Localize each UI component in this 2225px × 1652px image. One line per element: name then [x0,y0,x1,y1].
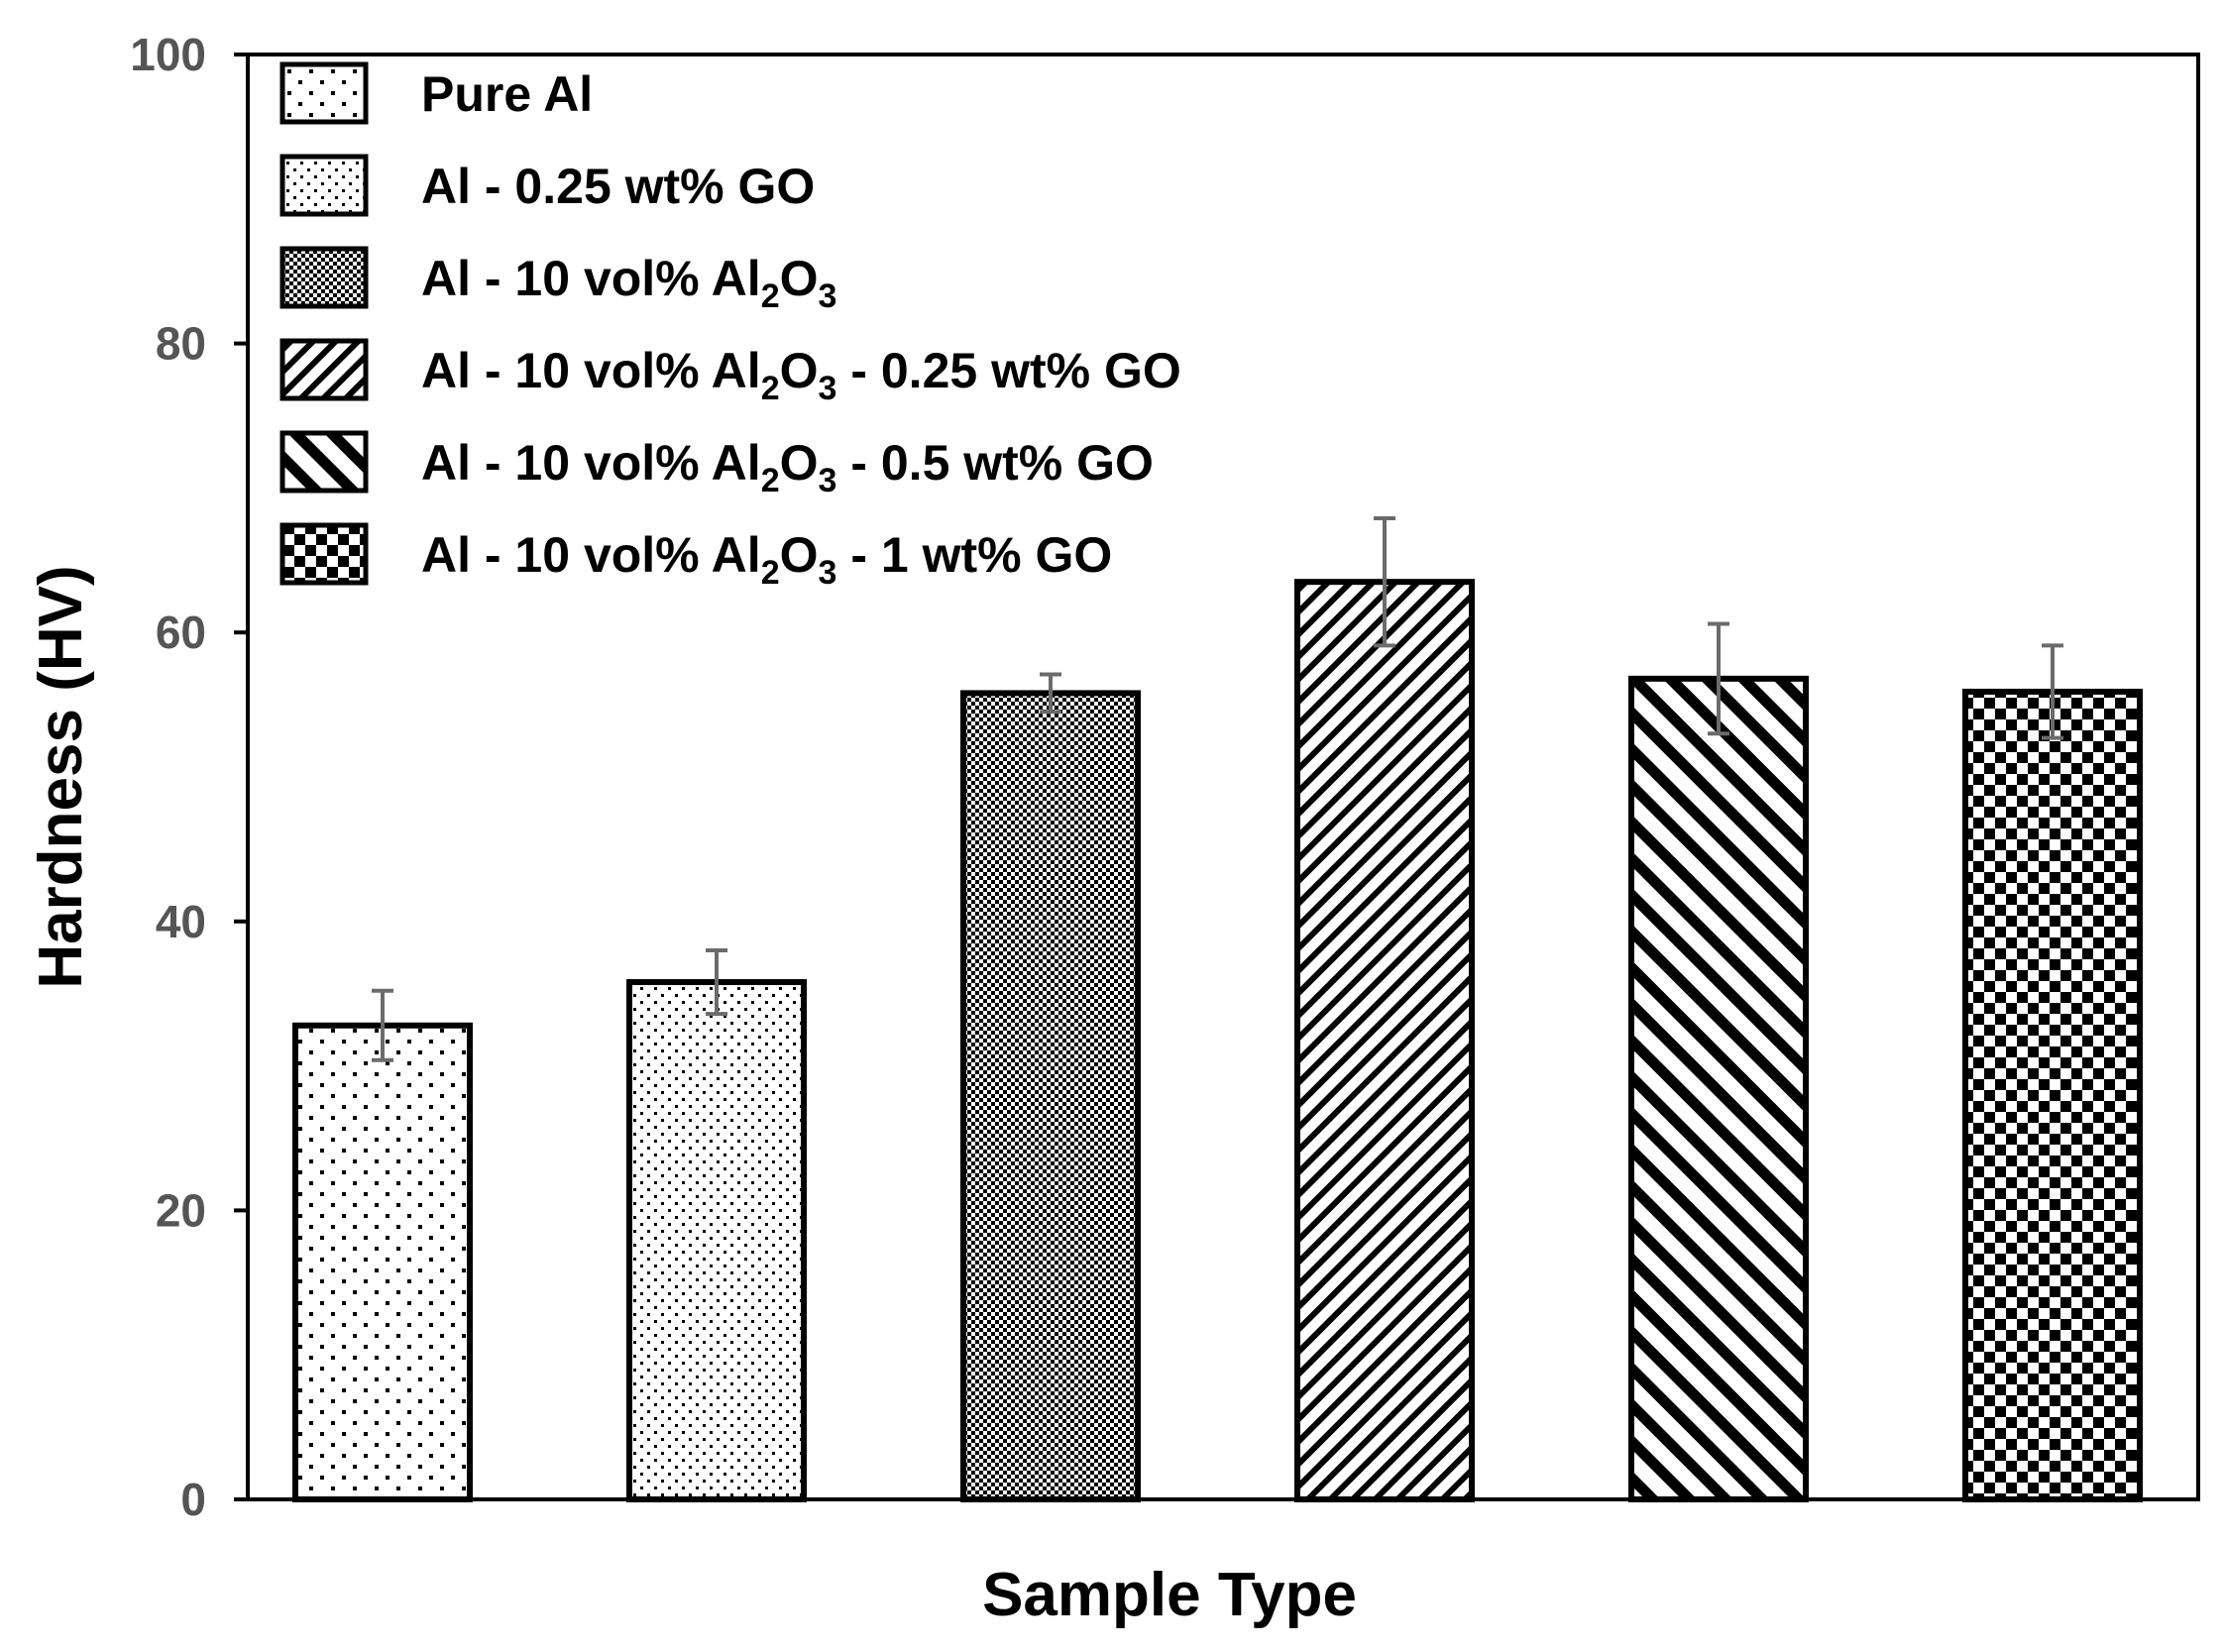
plot-frame [246,53,2200,1501]
bar-3 [960,690,1141,1502]
legend-label: Al - 10 vol% Al2O3 - 1 wt% GO [421,527,1112,592]
legend-swatch [279,61,369,125]
legend-swatch [279,522,369,586]
error-bar-3 [1040,672,1061,715]
bars [292,579,2143,1502]
error-bar-2 [706,947,727,1017]
legend-entry-2: Al - 0.25 wt% GO [279,154,815,217]
legend-label: Al - 10 vol% Al2O3 - 0.25 wt% GO [421,343,1181,407]
legend-label: Pure Al [421,66,593,122]
legend-swatch [279,430,369,494]
y-tick-label: 80 [156,318,206,370]
legend-entry-3: Al - 10 vol% Al2O3 [279,246,836,315]
legend-entry-1: Pure Al [279,61,593,125]
bar-1 [292,1022,473,1502]
y-tick-label: 100 [130,29,206,80]
error-bar-6 [2042,643,2063,740]
bar-6 [1962,688,2143,1502]
legend: Pure Al Al - 0.25 wt% GO Al - 10 vol% Al2O… [279,61,1181,592]
legend-label: Al - 10 vol% Al2O3 - 0.5 wt% GO [421,435,1154,499]
legend-entry-6: Al - 10 vol% Al2O3 - 1 wt% GO [279,522,1112,592]
x-axis-title: Sample Type [982,1561,1357,1629]
legend-swatch [279,246,369,309]
y-axis: 0 20 40 60 80 100 [130,29,248,1525]
legend-swatch [279,338,369,401]
y-tick-label: 20 [156,1184,206,1236]
y-tick-label: 0 [180,1474,206,1525]
error-bar-1 [372,988,393,1062]
bar-5 [1628,675,1809,1502]
bar-2 [626,979,807,1502]
legend-label: Al - 0.25 wt% GO [421,159,815,214]
y-tick-label: 60 [156,606,206,658]
legend-swatch [279,154,369,217]
legend-entry-4: Al - 10 vol% Al2O3 - 0.25 wt% GO [279,338,1181,407]
y-axis-title: Hardness (HV) [27,565,95,988]
error-bar-5 [1708,621,1729,736]
legend-label: Al - 10 vol% Al2O3 [421,251,836,315]
legend-entry-5: Al - 10 vol% Al2O3 - 0.5 wt% GO [279,430,1154,499]
bar-4 [1294,579,1475,1502]
y-tick-label: 40 [156,896,206,947]
error-bars [372,516,2063,1062]
error-bar-4 [1374,516,1395,648]
